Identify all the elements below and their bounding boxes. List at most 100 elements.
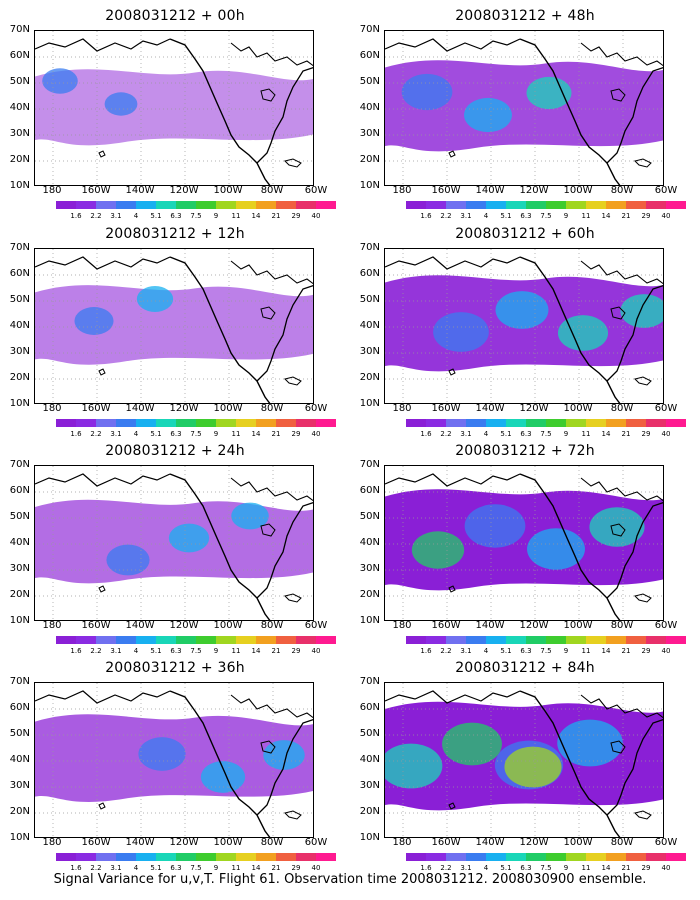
great-lakes <box>260 523 276 537</box>
panel-title: 2008031212 + 36h <box>105 660 245 676</box>
lon-tick-label: 120W <box>169 403 199 414</box>
colorbar-swatch <box>486 419 506 427</box>
colorbar-swatch <box>156 201 176 209</box>
coastline-north <box>385 38 521 52</box>
colorbar-swatch <box>156 636 176 644</box>
colorbar-swatch <box>76 636 96 644</box>
lat-tick-label: 70N <box>9 242 30 253</box>
lat-tick-label: 60N <box>9 702 30 713</box>
lat-tick-label: 60N <box>359 702 380 713</box>
colorbar-label: 29 <box>641 647 651 655</box>
lon-tick-label: 160W <box>81 620 111 631</box>
variance-blob <box>74 307 114 335</box>
panel-title: 2008031212 + 48h <box>455 8 595 24</box>
colorbar-swatch <box>216 636 236 644</box>
variance-map <box>384 682 664 838</box>
colorbar-swatch <box>76 853 96 861</box>
colorbar-swatch <box>56 853 76 861</box>
colorbar-swatch <box>296 201 316 209</box>
colorbar-swatch <box>96 201 116 209</box>
colorbar-label: 3.1 <box>110 212 122 220</box>
lon-tick-label: 180 <box>392 837 412 848</box>
great-lakes <box>610 523 626 537</box>
colorbar-swatch <box>136 419 156 427</box>
variance-blob <box>411 531 465 569</box>
colorbar <box>406 636 686 644</box>
lat-tick-label: 40N <box>9 320 30 331</box>
colorbar-label: 2.2 <box>440 647 452 655</box>
coastline-hudson <box>580 42 663 67</box>
colorbar-label: 3.1 <box>460 212 472 220</box>
map-plot <box>385 683 663 837</box>
variance-blob <box>200 761 246 793</box>
colorbar-label: 11 <box>581 430 591 438</box>
lat-tick-label: 20N <box>359 154 380 165</box>
colorbar-swatch <box>196 201 216 209</box>
colorbar-label: 1.6 <box>70 430 82 438</box>
lon-tick-label: 160W <box>431 620 461 631</box>
lat-tick-label: 50N <box>359 728 380 739</box>
figure-caption: Signal Variance for u,v,T. Flight 61. Ob… <box>53 872 647 887</box>
colorbar-label: 3.1 <box>110 864 122 872</box>
colorbar-swatch <box>466 853 486 861</box>
variance-blob <box>168 523 210 553</box>
colorbar-swatch <box>316 201 336 209</box>
variance-band <box>35 285 313 365</box>
colorbar-label: 7.5 <box>190 212 202 220</box>
coastline-north <box>35 473 171 487</box>
lon-tick-label: 180 <box>392 403 412 414</box>
colorbar-swatch <box>646 419 666 427</box>
colorbar-swatch <box>116 419 136 427</box>
variance-blob <box>263 740 305 770</box>
colorbar-swatch <box>446 419 466 427</box>
lat-tick-label: 30N <box>9 346 30 357</box>
lat-tick-label: 50N <box>359 76 380 87</box>
map-plot <box>35 249 313 403</box>
colorbar-swatch <box>486 201 506 209</box>
colorbar-swatch <box>176 201 196 209</box>
colorbar-swatch <box>506 201 526 209</box>
map-plot <box>35 31 313 185</box>
colorbar-swatch <box>406 201 426 209</box>
colorbar-label: 6.3 <box>520 430 532 438</box>
colorbar-swatch <box>586 853 606 861</box>
colorbar-label: 14 <box>601 212 611 220</box>
variance-blob <box>557 315 609 351</box>
colorbar-swatch <box>236 853 256 861</box>
colorbar-label: 6.3 <box>170 212 182 220</box>
colorbar-swatch <box>56 419 76 427</box>
colorbar-label: 1.6 <box>70 647 82 655</box>
map-panel-48h: 2008031212 + 48h 70N 60N 50N 40N 30N 20N 10N 18… <box>350 8 690 220</box>
colorbar-label: 4 <box>483 212 489 220</box>
lat-tick-label: 30N <box>9 563 30 574</box>
colorbar-swatch <box>586 419 606 427</box>
colorbar-label: 7.5 <box>540 430 552 438</box>
lon-tick-label: 140W <box>475 837 505 848</box>
colorbar-label: 3.1 <box>110 647 122 655</box>
lon-tick-label: 120W <box>519 620 549 631</box>
lat-tick-label: 20N <box>359 589 380 600</box>
lat-tick-label: 70N <box>359 459 380 470</box>
lon-tick-label: 60W <box>304 403 328 414</box>
variance-blob <box>136 286 174 312</box>
lon-tick-label: 80W <box>260 403 284 414</box>
colorbar-label: 1.6 <box>420 647 432 655</box>
lat-tick-label: 30N <box>359 780 380 791</box>
lon-tick-label: 80W <box>260 185 284 196</box>
variance-blob <box>401 73 453 111</box>
colorbar-label: 4 <box>483 647 489 655</box>
hawaii-island <box>448 150 456 158</box>
colorbar-swatch <box>506 419 526 427</box>
colorbar-label: 5.1 <box>500 212 512 220</box>
lat-tick-label: 10N <box>359 398 380 409</box>
lon-tick-label: 120W <box>519 185 549 196</box>
hawaii-island <box>448 368 456 376</box>
lat-tick-label: 40N <box>359 754 380 765</box>
colorbar-swatch <box>426 201 446 209</box>
colorbar-swatch <box>276 853 296 861</box>
colorbar-label: 1.6 <box>420 430 432 438</box>
colorbar-swatch <box>586 201 606 209</box>
coastline-east <box>606 501 663 599</box>
colorbar <box>406 419 686 427</box>
colorbar-label: 2.2 <box>90 864 102 872</box>
